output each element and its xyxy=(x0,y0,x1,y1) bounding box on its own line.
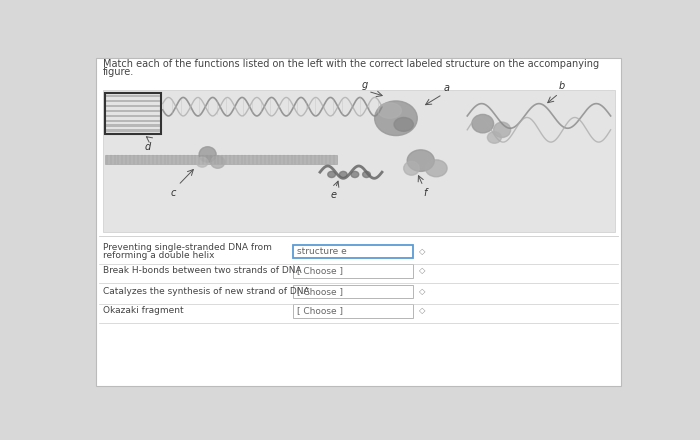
Text: c: c xyxy=(170,187,176,198)
Ellipse shape xyxy=(394,117,414,131)
Text: Catalyzes the synthesis of new strand of DNA: Catalyzes the synthesis of new strand of… xyxy=(103,287,309,296)
Text: ◇: ◇ xyxy=(419,287,426,296)
Text: figure.: figure. xyxy=(103,67,134,77)
Text: ◇: ◇ xyxy=(419,306,426,315)
Ellipse shape xyxy=(211,156,225,169)
Bar xyxy=(293,264,413,278)
Bar xyxy=(293,285,413,298)
Ellipse shape xyxy=(426,160,447,177)
Ellipse shape xyxy=(494,122,510,137)
Bar xyxy=(104,155,337,165)
Text: Preventing single-stranded DNA from: Preventing single-stranded DNA from xyxy=(103,243,272,252)
Ellipse shape xyxy=(199,147,216,162)
Text: Okazaki fragment: Okazaki fragment xyxy=(103,306,183,315)
Bar xyxy=(104,93,161,134)
Ellipse shape xyxy=(404,161,419,175)
FancyBboxPatch shape xyxy=(96,58,622,386)
Ellipse shape xyxy=(378,103,401,118)
Bar xyxy=(106,129,160,132)
Text: [ Choose ]: [ Choose ] xyxy=(297,287,343,296)
Bar xyxy=(106,105,160,107)
Text: Match each of the functions listed on the left with the correct labeled structur: Match each of the functions listed on th… xyxy=(103,59,599,69)
Bar xyxy=(293,245,413,258)
Bar xyxy=(106,95,160,97)
Bar xyxy=(106,110,160,112)
Bar xyxy=(106,125,160,127)
Bar xyxy=(106,120,160,122)
Text: Break H-bonds between two strands of DNA: Break H-bonds between two strands of DNA xyxy=(103,266,302,275)
Ellipse shape xyxy=(351,172,358,177)
Ellipse shape xyxy=(363,172,370,177)
Text: structure e: structure e xyxy=(297,247,346,256)
Ellipse shape xyxy=(487,132,501,143)
Bar xyxy=(293,304,413,318)
Bar xyxy=(106,100,160,102)
Text: e: e xyxy=(331,190,337,200)
Text: [ Choose ]: [ Choose ] xyxy=(297,306,343,315)
Ellipse shape xyxy=(407,150,434,172)
Text: g: g xyxy=(362,80,368,90)
Text: a: a xyxy=(443,83,449,93)
Bar xyxy=(103,90,615,232)
Ellipse shape xyxy=(472,114,493,133)
Ellipse shape xyxy=(328,172,335,177)
Ellipse shape xyxy=(340,172,347,177)
Ellipse shape xyxy=(197,157,208,167)
Text: b: b xyxy=(559,81,565,91)
Text: d: d xyxy=(145,142,151,152)
Bar xyxy=(106,114,160,117)
Text: reforming a double helix: reforming a double helix xyxy=(103,251,214,260)
Text: ◇: ◇ xyxy=(419,247,426,256)
Text: [ Choose ]: [ Choose ] xyxy=(297,266,343,275)
Text: ◇: ◇ xyxy=(419,266,426,275)
Text: f: f xyxy=(423,187,426,198)
Ellipse shape xyxy=(374,101,417,136)
